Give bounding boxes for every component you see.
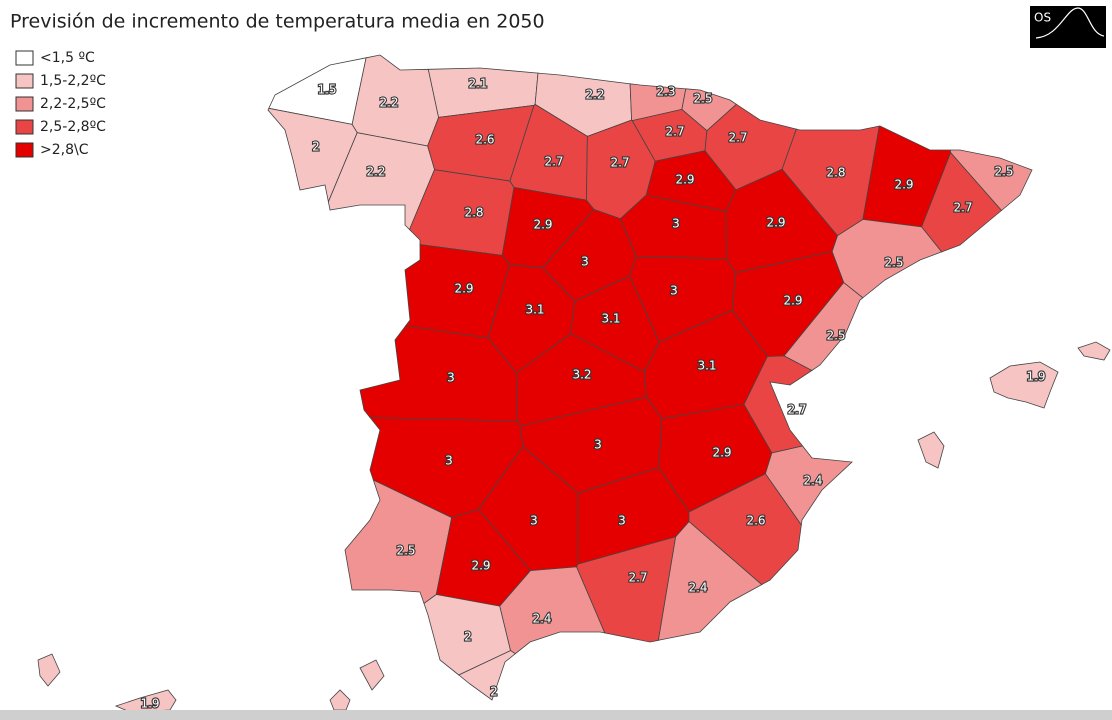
province [329,689,351,711]
province [267,107,358,204]
province-label: 2.9 [675,173,694,187]
province-label: 2.7 [953,201,972,215]
province-label: 2.5 [693,92,712,106]
legend-label: <1,5 ºC [40,50,95,66]
province-label: 2.8 [464,206,483,220]
province-label: 3 [670,284,678,298]
legend-swatch [15,73,34,89]
province-label: 2.2 [366,165,385,179]
legend-label: 1,5-2,2ºC [40,73,106,89]
province-label: 3 [594,438,602,452]
province [359,659,385,691]
province-label: 3.1 [525,303,544,317]
province-label: 2.5 [884,256,903,270]
province-label: 3 [445,454,453,468]
legend-swatch [15,96,34,112]
province-label: 3 [581,255,589,269]
logo-text: OS [1034,11,1051,25]
province-label: 2 [464,630,472,644]
province-label: 3.2 [572,368,591,382]
province-label: 2.9 [894,178,913,192]
province-label: 2.9 [712,446,731,460]
province-label: 2.7 [665,125,684,139]
regions [37,54,1111,713]
province-label: 2.6 [746,514,765,528]
legend-swatch [15,142,34,158]
province-label: 2.7 [787,403,806,417]
legend-label: 2,5-2,8ºC [40,119,106,135]
labels: 1.5 2.2 2.1 2.2 2.3 2.5 2 2.6 2.7 2.7 2.7 2.7 2.2 2.9… [139,75,1046,711]
province [764,445,853,527]
province [423,594,511,676]
province-label: 2.5 [396,544,415,558]
province-label: 2.5 [826,329,845,343]
province [989,361,1059,409]
legend: <1,5 ºC 1,5-2,2ºC 2,2-2,5ºC 2,5-2,8ºC >2,8\C [15,50,106,158]
province [37,653,61,687]
province [783,282,864,371]
province-label: 3.1 [601,312,620,326]
province-label: 2.8 [826,166,845,180]
province-label: 3 [530,514,538,528]
province-label: 1.5 [317,83,336,97]
province-label: 2.9 [766,216,785,230]
province-label: 3 [447,371,455,385]
province-label: 2.7 [728,131,747,145]
province-label: 3.1 [697,359,716,373]
logo-curve [1035,7,1105,39]
province-label: 2.2 [585,88,604,102]
province-label: 2.7 [544,155,563,169]
bottom-bar [0,710,1112,720]
province-label: 2.7 [610,156,629,170]
province [1077,341,1111,361]
province-label: 2.4 [803,474,822,488]
province-label: 2.7 [628,571,647,585]
province-label: 3 [618,514,626,528]
province [657,521,763,641]
province-label: 2.9 [454,282,473,296]
province-label: 3 [672,217,680,231]
province-label: 1.9 [1026,370,1045,384]
province [458,650,516,701]
province [327,132,435,231]
province-label: 2.9 [471,559,490,573]
province-label: 2.3 [656,85,675,99]
map-title: Previsión de incremento de temperatura m… [10,11,545,33]
province-label: 2.2 [379,96,398,110]
province-label: 2 [312,140,320,154]
province-label: 2 [490,685,498,699]
province-label: 2.6 [475,133,494,147]
province [917,431,945,469]
province-label: 2.5 [994,165,1013,179]
legend-swatch [15,119,34,135]
province-label: 1.9 [140,697,159,711]
legend-label: >2,8\C [40,142,89,158]
province-label: 2.9 [783,294,802,308]
legend-swatch [15,50,34,66]
province-label: 2.9 [533,218,552,232]
province-label: 2.1 [468,77,487,91]
province-label: 2.4 [532,612,551,626]
province-label: 2.4 [688,581,707,595]
legend-label: 2,2-2,5ºC [40,96,106,112]
